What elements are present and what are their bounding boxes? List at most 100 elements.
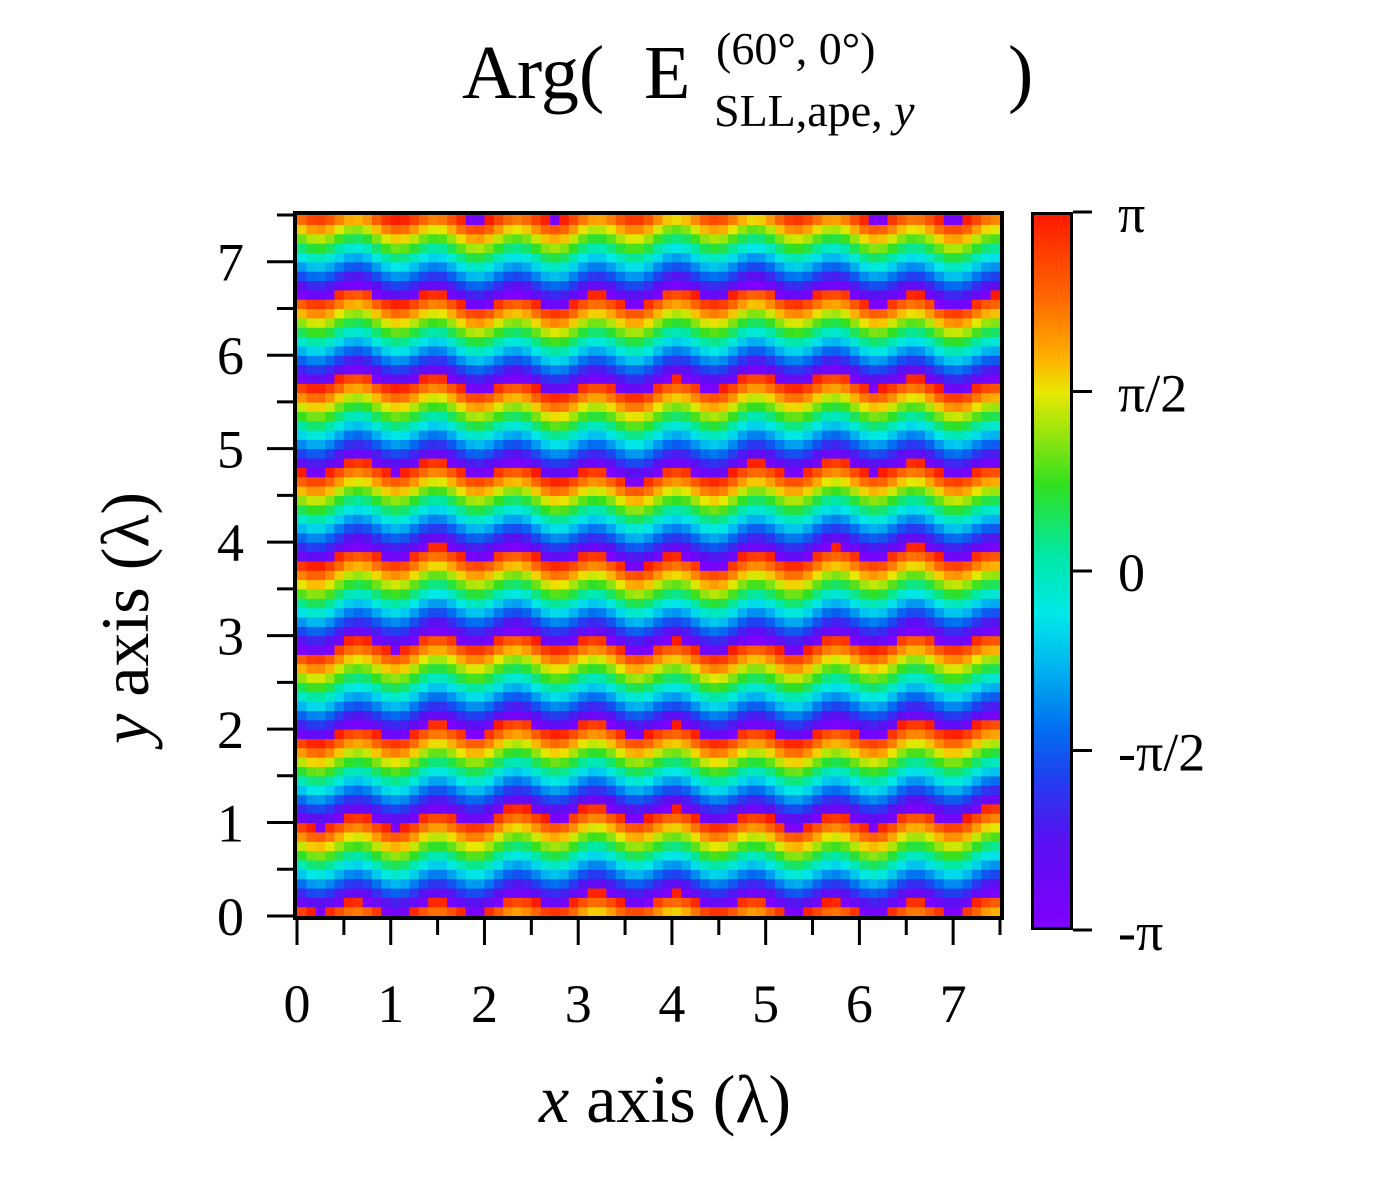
heatmap-cell <box>803 607 814 618</box>
heatmap-cell <box>775 691 786 702</box>
heatmap-cell <box>756 280 767 291</box>
heatmap-cell <box>503 271 514 282</box>
heatmap-cell <box>512 532 523 543</box>
heatmap-cell <box>681 719 692 730</box>
heatmap-cell <box>353 785 364 796</box>
heatmap-cell <box>334 486 345 496</box>
heatmap-cell <box>812 401 823 412</box>
heatmap-cell <box>484 560 495 571</box>
heatmap-cell <box>728 859 739 870</box>
heatmap-cell <box>821 570 832 581</box>
heatmap-cell <box>465 588 476 599</box>
heatmap-cell <box>540 261 551 272</box>
heatmap-cell <box>831 476 842 487</box>
heatmap-cell <box>878 514 889 525</box>
heatmap-cell <box>737 607 748 618</box>
heatmap-cell <box>784 794 795 805</box>
heatmap-cell <box>671 476 682 487</box>
heatmap-cell <box>306 243 317 253</box>
heatmap-cell <box>596 822 607 833</box>
heatmap-cell <box>765 439 776 450</box>
heatmap-cell <box>371 822 382 833</box>
heatmap-cell <box>587 794 598 805</box>
heatmap-cell <box>353 766 364 777</box>
heatmap-cell <box>484 747 495 758</box>
heatmap-cell <box>456 701 467 711</box>
heatmap-cell <box>868 878 879 889</box>
heatmap-cell <box>756 467 767 478</box>
heatmap-cell <box>596 289 607 300</box>
heatmap-cell <box>775 897 786 908</box>
heatmap-cell <box>728 317 739 328</box>
heatmap-cell <box>643 869 654 880</box>
heatmap-cell <box>634 775 645 786</box>
heatmap-cell <box>803 841 814 852</box>
heatmap-cell <box>596 635 607 646</box>
heatmap-cell <box>493 598 504 609</box>
heatmap-cell <box>812 542 823 553</box>
heatmap-cell <box>521 635 532 646</box>
heatmap-cell <box>550 542 561 553</box>
heatmap-cell <box>831 616 842 627</box>
heatmap-cell <box>859 616 870 627</box>
heatmap-cell <box>681 345 692 356</box>
heatmap-cell <box>343 411 354 422</box>
heatmap-cell <box>728 785 739 796</box>
heatmap-cell <box>418 598 429 609</box>
heatmap-cell <box>362 701 373 711</box>
heatmap-cell <box>821 626 832 637</box>
heatmap-cell <box>690 635 701 646</box>
heatmap-cell <box>568 233 579 244</box>
heatmap-cell <box>775 411 786 422</box>
heatmap-cell <box>428 448 439 459</box>
heatmap-cell <box>578 775 589 786</box>
heatmap-cell <box>850 486 860 496</box>
heatmap-cell <box>878 831 889 842</box>
heatmap-cell <box>803 486 814 496</box>
heatmap-cell <box>456 588 467 599</box>
heatmap-cell <box>671 542 682 553</box>
heatmap-cell <box>812 906 823 917</box>
heatmap-cell <box>709 738 720 749</box>
heatmap-cell <box>587 803 598 814</box>
heatmap-cell <box>625 476 636 487</box>
heatmap-cell <box>437 392 448 403</box>
heatmap-cell <box>784 859 795 870</box>
heatmap-cell <box>456 345 467 356</box>
heatmap-cell <box>400 411 411 422</box>
heatmap-cell <box>718 243 729 253</box>
heatmap-cell <box>906 644 917 655</box>
heatmap-cell <box>681 392 692 403</box>
heatmap-cell <box>409 887 420 898</box>
heatmap-cell <box>765 598 776 609</box>
heatmap-cell <box>503 654 514 665</box>
heatmap-cell <box>775 757 786 768</box>
heatmap-cell <box>315 233 326 244</box>
heatmap-cell <box>353 672 364 683</box>
heatmap-cell <box>343 701 354 711</box>
heatmap-cell <box>521 878 532 889</box>
heatmap-cell <box>578 532 589 543</box>
heatmap-cell <box>690 719 701 730</box>
heatmap-cell <box>400 308 411 319</box>
heatmap-cell <box>812 570 823 581</box>
heatmap-cell <box>381 486 392 496</box>
heatmap-cell <box>625 392 636 403</box>
heatmap-cell <box>381 458 392 468</box>
heatmap-cell <box>596 906 607 917</box>
heatmap-cell <box>850 691 860 702</box>
heatmap-cell <box>315 439 326 450</box>
heatmap-cell <box>306 364 317 375</box>
heatmap-cell <box>859 364 870 375</box>
heatmap-cell <box>700 504 711 515</box>
heatmap-cell <box>831 579 842 590</box>
heatmap-cell <box>671 813 682 824</box>
heatmap-cell <box>578 364 589 375</box>
heatmap-cell <box>465 401 476 412</box>
heatmap-cell <box>465 616 476 627</box>
heatmap-cell <box>878 299 889 310</box>
heatmap-cell <box>578 420 589 431</box>
heatmap-cell <box>887 766 898 777</box>
heatmap-cell <box>475 224 486 235</box>
heatmap-cell <box>334 644 345 655</box>
